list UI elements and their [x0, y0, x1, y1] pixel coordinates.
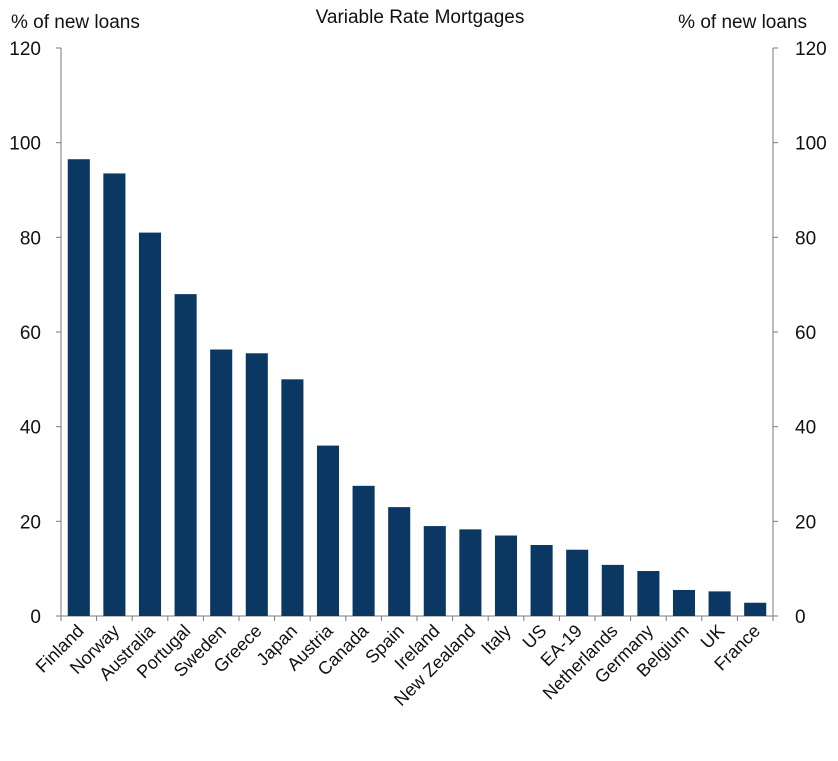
bar: [388, 507, 411, 616]
bar: [708, 591, 731, 616]
left-y-tick-label: 40: [20, 418, 41, 439]
bar: [744, 602, 767, 616]
right-y-tick-label: 40: [795, 418, 816, 439]
bar: [174, 294, 197, 616]
bar: [281, 379, 304, 616]
right-axis-label: % of new loans: [678, 12, 807, 33]
left-y-tick-label: 0: [30, 607, 41, 628]
bar: [601, 564, 624, 616]
bar: [103, 173, 126, 616]
bar: [210, 349, 233, 616]
x-category-label: Italy: [477, 621, 514, 658]
bar: [67, 159, 90, 617]
bar: [423, 526, 446, 616]
right-y-tick-label: 120: [795, 39, 827, 60]
bar: [530, 545, 553, 616]
chart-title: Variable Rate Mortgages: [316, 7, 525, 28]
left-y-tick-label: 80: [20, 228, 41, 249]
right-y-tick-label: 80: [795, 228, 816, 249]
bar: [637, 571, 660, 616]
left-y-tick-label: 60: [20, 323, 41, 344]
left-y-tick-label: 120: [9, 39, 41, 60]
left-axis-label: % of new loans: [11, 12, 140, 33]
bar: [566, 549, 589, 616]
right-y-tick-label: 20: [795, 512, 816, 533]
bar: [494, 535, 518, 616]
left-y-tick-label: 100: [9, 134, 41, 155]
right-y-tick-label: 60: [795, 323, 816, 344]
bar: [459, 529, 482, 616]
bar: [352, 485, 375, 616]
bar: [138, 232, 162, 616]
left-y-tick-label: 20: [20, 512, 41, 533]
right-y-tick-label: 0: [795, 607, 806, 628]
bar: [245, 353, 268, 616]
right-y-tick-label: 100: [795, 134, 827, 155]
bar: [672, 589, 696, 616]
bar: [316, 445, 340, 616]
